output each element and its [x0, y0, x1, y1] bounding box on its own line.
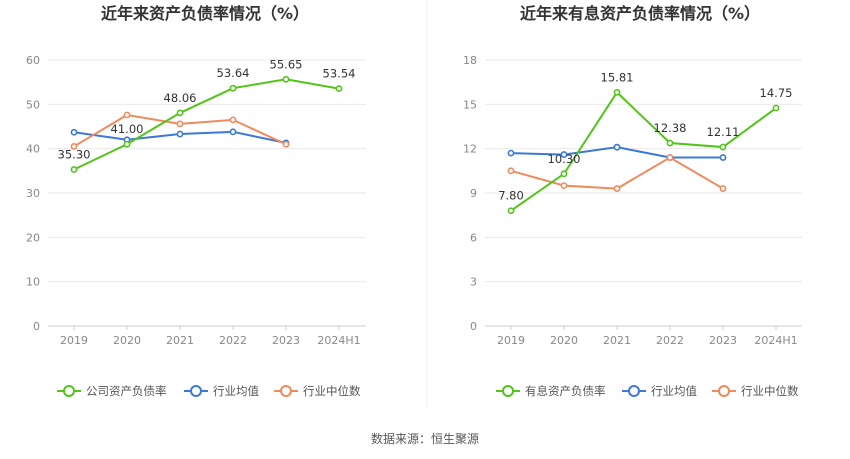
legend-swatch-marker	[280, 385, 292, 397]
y-tick-label: 12	[463, 143, 477, 156]
legend-label: 行业均值	[651, 384, 697, 398]
y-tick-label: 60	[26, 54, 40, 67]
data-point	[613, 88, 621, 96]
data-point	[560, 170, 568, 178]
legend-swatch-marker	[718, 385, 730, 397]
data-label: 12.11	[707, 125, 740, 139]
data-label: 15.81	[601, 70, 634, 84]
data-point	[772, 104, 780, 112]
data-point	[70, 143, 78, 150]
x-tick-label: 2022	[656, 334, 684, 347]
data-label: 48.06	[164, 91, 197, 105]
data-label: 14.75	[760, 86, 793, 100]
data-point	[507, 167, 515, 175]
source-note: 数据来源：恒生聚源	[371, 431, 479, 446]
y-tick-label: 50	[26, 98, 40, 111]
data-point	[335, 85, 343, 93]
x-tick-label: 2021	[603, 334, 631, 347]
data-point	[229, 116, 237, 124]
legend-label: 行业中位数	[741, 384, 799, 398]
data-point	[507, 149, 515, 157]
y-tick-label: 3	[470, 276, 477, 289]
data-point	[70, 166, 78, 173]
data-point	[123, 111, 131, 119]
x-tick-label: 2020	[113, 334, 141, 347]
x-tick-label: 2024H1	[317, 334, 360, 347]
data-point	[613, 143, 621, 151]
x-tick-label: 2024H1	[754, 334, 797, 347]
data-label: 7.80	[498, 189, 524, 203]
chart-debt-ratio: 近年来资产负债率情况（%） 0 10 20 30 40 50 60 2019 2020 2021 20…	[26, 4, 366, 398]
data-point	[719, 185, 727, 192]
data-point	[229, 84, 237, 92]
y-tick-label: 10	[26, 276, 40, 289]
legend-swatch-marker	[190, 385, 202, 397]
series-line	[73, 78, 340, 171]
data-label: 12.38	[654, 121, 687, 135]
legend-label: 公司资产负债率	[86, 384, 167, 398]
data-point	[719, 143, 727, 151]
series-line	[510, 156, 724, 190]
legend-swatch-marker	[502, 385, 514, 397]
legend-label: 有息资产负债率	[525, 384, 606, 398]
x-tick-label: 2023	[709, 334, 737, 347]
data-point	[666, 154, 674, 161]
data-point	[282, 75, 290, 83]
y-tick-label: 9	[470, 187, 477, 200]
x-tick-label: 2023	[272, 334, 300, 347]
legend-label: 行业中位数	[303, 384, 361, 398]
legend-label: 行业均值	[213, 384, 259, 398]
data-point	[507, 207, 515, 215]
data-label: 55.65	[270, 57, 303, 71]
chart-title: 近年来资产负债率情况（%）	[101, 4, 309, 23]
y-tick-label: 0	[33, 320, 40, 333]
data-point	[229, 128, 237, 136]
y-tick-label: 6	[470, 231, 477, 244]
chart-title: 近年来有息资产负债率情况（%）	[520, 4, 760, 23]
data-label: 41.00	[111, 122, 144, 136]
data-point	[560, 182, 568, 190]
data-point	[176, 109, 184, 117]
data-point	[613, 185, 621, 192]
data-label: 10.30	[548, 152, 581, 166]
data-label: 53.64	[217, 66, 250, 80]
series-line	[510, 90, 777, 212]
data-label: 35.30	[58, 148, 91, 162]
x-tick-label: 2019	[497, 334, 525, 347]
data-point	[70, 128, 78, 136]
y-tick-label: 15	[463, 98, 477, 111]
y-tick-label: 30	[26, 187, 40, 200]
legend-swatch-marker	[63, 385, 75, 397]
x-tick-label: 2020	[550, 334, 578, 347]
x-tick-label: 2022	[219, 334, 247, 347]
chart-interest-bearing-debt-ratio: 近年来有息资产负债率情况（%） 0 3 6 9 12 15 18 2019 2020 2021 202…	[463, 4, 802, 398]
data-point	[666, 139, 674, 147]
data-point	[282, 140, 290, 148]
y-tick-label: 20	[26, 231, 40, 244]
data-point	[176, 120, 184, 128]
data-point	[560, 151, 568, 158]
y-tick-label: 40	[26, 143, 40, 156]
data-point	[123, 140, 131, 148]
x-tick-label: 2021	[166, 334, 194, 347]
data-point	[719, 154, 727, 161]
legend-swatch-marker	[628, 385, 640, 397]
y-tick-label: 18	[463, 54, 477, 67]
data-point	[176, 130, 184, 138]
data-label: 53.54	[323, 67, 356, 81]
y-tick-label: 0	[470, 320, 477, 333]
x-tick-label: 2019	[60, 334, 88, 347]
